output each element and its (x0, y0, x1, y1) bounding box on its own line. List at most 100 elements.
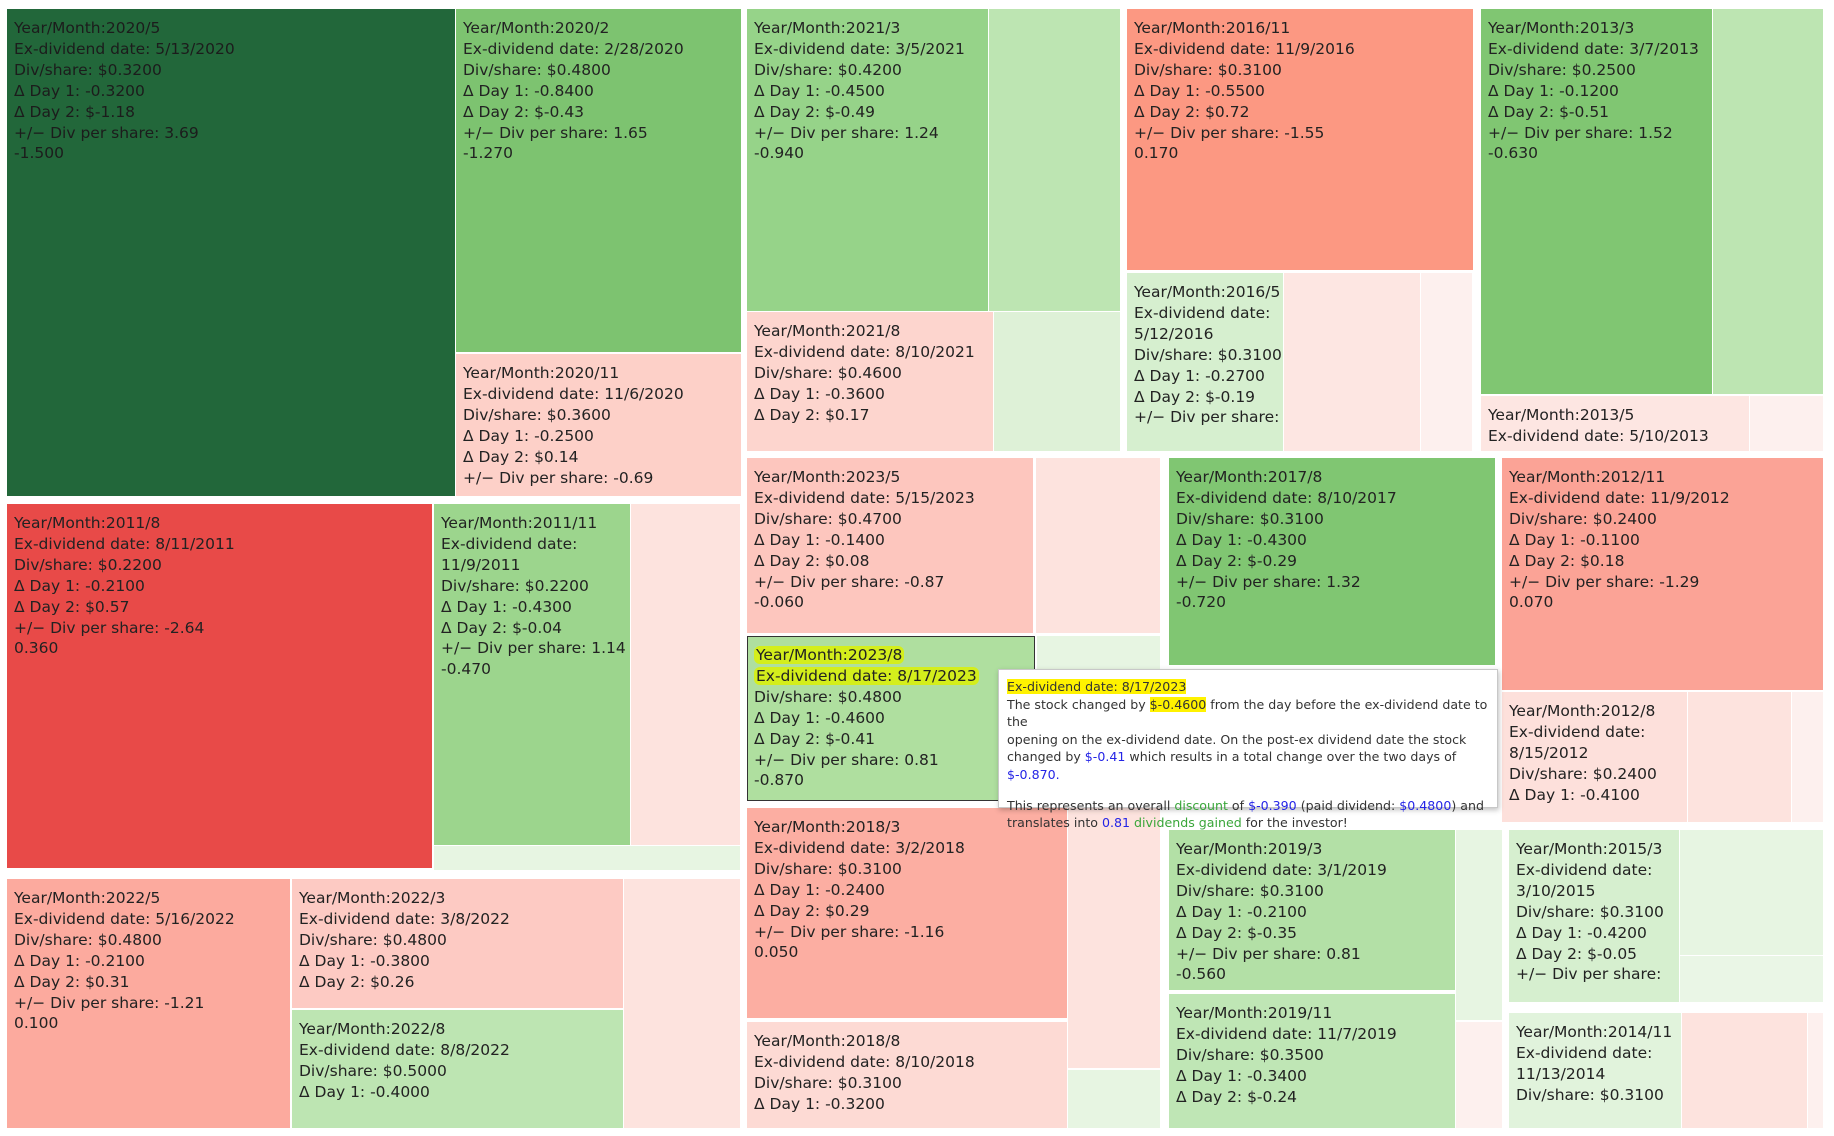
treemap-filler-tile[interactable] (1284, 273, 1420, 451)
tile-total-change: -0.940 (754, 144, 804, 163)
treemap-filler-tile[interactable] (1068, 808, 1160, 1068)
treemap-filler-tile[interactable] (1682, 1013, 1807, 1128)
tile-year-month: Year/Month:2014/11 (1516, 1023, 1673, 1041)
treemap-filler-tile[interactable] (1456, 1022, 1502, 1128)
tile-total-change: 0.100 (14, 1014, 59, 1033)
treemap-filler-tile[interactable] (1792, 692, 1823, 822)
tile-year-month: Year/Month:2018/3 (754, 818, 901, 836)
treemap-filler-tile[interactable] (631, 504, 740, 845)
tile-ex-dividend-date: 8/15/2012 (1509, 743, 1589, 762)
treemap-filler-tile[interactable] (1680, 830, 1823, 955)
treemap-tile-2019-11[interactable]: Year/Month:2019/11 Ex-dividend date: 11/7… (1169, 994, 1455, 1128)
tile-year-month: Year/Month:2020/11 (463, 364, 620, 382)
tile-delta-day2: Δ Day 2: $-0.05 (1516, 944, 1638, 963)
tile-div-share: Div/share: $0.4800 (299, 930, 447, 949)
tile-div-per-share: +/− Div per share: (1134, 408, 1280, 427)
treemap-tile-2012-8[interactable]: Year/Month:2012/8 Ex-dividend date: 8/15/2… (1502, 692, 1687, 822)
treemap-tile-2014-11[interactable]: Year/Month:2014/11 Ex-dividend date: 11/13… (1509, 1013, 1681, 1128)
tile-div-share: Div/share: $0.3100 (1134, 60, 1282, 79)
treemap-filler-tile[interactable] (1456, 830, 1502, 1020)
tile-div-share: Div/share: $0.4800 (754, 687, 902, 706)
tile-ex-dividend-date: Ex-dividend date: 8/17/2023 (754, 666, 979, 685)
treemap-tile-2019-3[interactable]: Year/Month:2019/3 Ex-dividend date: 3/1/2… (1169, 830, 1455, 990)
treemap-tile-2020-2[interactable]: Year/Month:2020/2 Ex-dividend date: 2/28/… (456, 9, 741, 352)
treemap-filler-tile[interactable] (624, 879, 740, 1128)
tile-div-share: Div/share: $0.2400 (1509, 764, 1657, 783)
tile-total-change: 0.070 (1509, 593, 1554, 612)
treemap-tile-2021-8[interactable]: Year/Month:2021/8 Ex-dividend date: 8/10/… (747, 312, 993, 451)
tile-ex-dividend-label: Ex-dividend date: (1516, 860, 1653, 879)
tile-delta-day2: Δ Day 2: $-0.43 (463, 102, 585, 121)
tile-year-month: Year/Month:2018/8 (754, 1032, 901, 1050)
tooltip-text: of (1227, 797, 1249, 813)
treemap-tile-2023-8[interactable]: Year/Month:2023/8 Ex-dividend date: 8/17/… (747, 636, 1035, 801)
treemap-tile-2022-3[interactable]: Year/Month:2022/3 Ex-dividend date: 3/8/2… (292, 879, 623, 1008)
treemap-tile-2018-8[interactable]: Year/Month:2018/8 Ex-dividend date: 8/10/… (747, 1022, 1067, 1128)
treemap-filler-tile[interactable] (1713, 9, 1823, 394)
treemap-filler-tile[interactable] (989, 9, 1120, 311)
tile-total-change: -0.630 (1488, 144, 1538, 163)
treemap-filler-tile[interactable] (1068, 1070, 1160, 1128)
tooltip-total-change: $-0.870. (1007, 766, 1060, 782)
treemap-filler-tile[interactable] (1036, 458, 1160, 633)
tile-delta-day1: Δ Day 1: -0.3600 (754, 384, 885, 403)
tile-delta-day1: Δ Day 1: -0.2400 (754, 880, 885, 899)
tile-delta-day2: Δ Day 2: $0.57 (14, 597, 130, 616)
treemap-tile-2015-3[interactable]: Year/Month:2015/3 Ex-dividend date: 3/10/2… (1509, 830, 1679, 1002)
tile-div-per-share: +/− Div per share: 1.24 (754, 123, 939, 142)
tile-delta-day2: Δ Day 2: $-0.49 (754, 102, 876, 121)
treemap-filler-tile[interactable] (1680, 956, 1823, 1002)
treemap-filler-tile[interactable] (1688, 692, 1791, 822)
tile-total-change: 0.050 (754, 943, 799, 962)
treemap-tile-2013-3[interactable]: Year/Month:2013/3 Ex-dividend date: 3/7/2… (1481, 9, 1712, 394)
treemap-tile-2016-11[interactable]: Year/Month:2016/11 Ex-dividend date: 11/9… (1127, 9, 1473, 270)
tile-delta-day2: Δ Day 2: $-0.29 (1176, 551, 1298, 570)
tile-year-month: Year/Month:2017/8 (1176, 468, 1323, 486)
treemap-tile-2018-3[interactable]: Year/Month:2018/3 Ex-dividend date: 3/2/2… (747, 808, 1067, 1018)
tile-year-month: Year/Month:2023/5 (754, 468, 901, 486)
treemap-tile-2013-5[interactable]: Year/Month:2013/5 Ex-dividend date: 5/10/… (1481, 396, 1749, 451)
tile-delta-day2: Δ Day 2: $-0.41 (754, 729, 876, 748)
tooltip-text: from the day before the ex-dividend date… (1007, 696, 1488, 730)
treemap-filler-tile[interactable] (1808, 1013, 1823, 1128)
treemap-tile-2022-5[interactable]: Year/Month:2022/5 Ex-dividend date: 5/16/… (7, 879, 290, 1128)
treemap-tile-2020-5[interactable]: Year/Month:2020/5 Ex-dividend date: 5/13/… (7, 9, 455, 496)
treemap-tile-2016-5[interactable]: Year/Month:2016/5 Ex-dividend date: 5/12/2… (1127, 273, 1283, 451)
tile-delta-day1: Δ Day 1: -0.2500 (463, 426, 594, 445)
tile-year-month: Year/Month:2013/5 (1488, 406, 1635, 424)
tile-delta-day1: Δ Day 1: -0.4500 (754, 81, 885, 100)
tile-year-month: Year/Month:2022/8 (299, 1020, 446, 1038)
tile-div-per-share: +/− Div per share: -1.16 (754, 922, 945, 941)
tile-ex-dividend-date: Ex-dividend date: 8/11/2011 (14, 534, 235, 553)
tooltip-discount: discount (1174, 797, 1228, 813)
treemap-tile-2017-8[interactable]: Year/Month:2017/8 Ex-dividend date: 8/10/… (1169, 458, 1495, 665)
tile-div-per-share: +/− Div per share: -0.87 (754, 572, 945, 591)
tile-div-per-share: +/− Div per share: 0.81 (754, 750, 939, 769)
treemap-filler-tile[interactable] (434, 846, 740, 870)
treemap-filler-tile[interactable] (994, 312, 1120, 451)
treemap-tile-2023-5[interactable]: Year/Month:2023/5 Ex-dividend date: 5/15/… (747, 458, 1033, 633)
tooltip: Ex-dividend date: 8/17/2023 The stock ch… (998, 669, 1498, 830)
tile-delta-day1: Δ Day 1: -0.4000 (299, 1082, 430, 1101)
treemap-tile-2012-11[interactable]: Year/Month:2012/11 Ex-dividend date: 11/9… (1502, 458, 1823, 690)
tooltip-text: changed by (1007, 749, 1085, 765)
treemap-filler-tile[interactable] (1421, 273, 1472, 451)
treemap-filler-tile[interactable] (1750, 396, 1823, 451)
tile-year-month: Year/Month:2020/5 (14, 19, 161, 37)
tile-year-month: Year/Month:2019/3 (1176, 840, 1323, 858)
tile-year-month: Year/Month:2021/8 (754, 322, 901, 340)
treemap-tile-2011-11[interactable]: Year/Month:2011/11 Ex-dividend date: 11/9/… (434, 504, 630, 845)
tile-ex-dividend-date: Ex-dividend date: 8/10/2017 (1176, 488, 1397, 507)
tile-total-change: -0.560 (1176, 965, 1226, 984)
tile-ex-dividend-date: Ex-dividend date: 3/8/2022 (299, 909, 510, 928)
treemap-tile-2022-8[interactable]: Year/Month:2022/8 Ex-dividend date: 8/8/2… (292, 1010, 623, 1128)
treemap-tile-2011-8[interactable]: Year/Month:2011/8 Ex-dividend date: 8/11/… (7, 504, 432, 868)
treemap-tile-2020-11[interactable]: Year/Month:2020/11 Ex-dividend date: 11/6… (456, 354, 741, 496)
tooltip-paragraph-2: This represents an overall discount of $… (1007, 797, 1489, 832)
tile-ex-dividend-date: 11/13/2014 (1516, 1064, 1606, 1083)
tooltip-discount-value: $-0.390 (1248, 797, 1297, 813)
tooltip-text: The stock changed by (1007, 696, 1150, 712)
tooltip-text: (paid dividend: (1296, 797, 1400, 813)
tile-ex-dividend-date: Ex-dividend date: 3/1/2019 (1176, 860, 1387, 879)
treemap-tile-2021-3[interactable]: Year/Month:2021/3 Ex-dividend date: 3/5/2… (747, 9, 988, 311)
